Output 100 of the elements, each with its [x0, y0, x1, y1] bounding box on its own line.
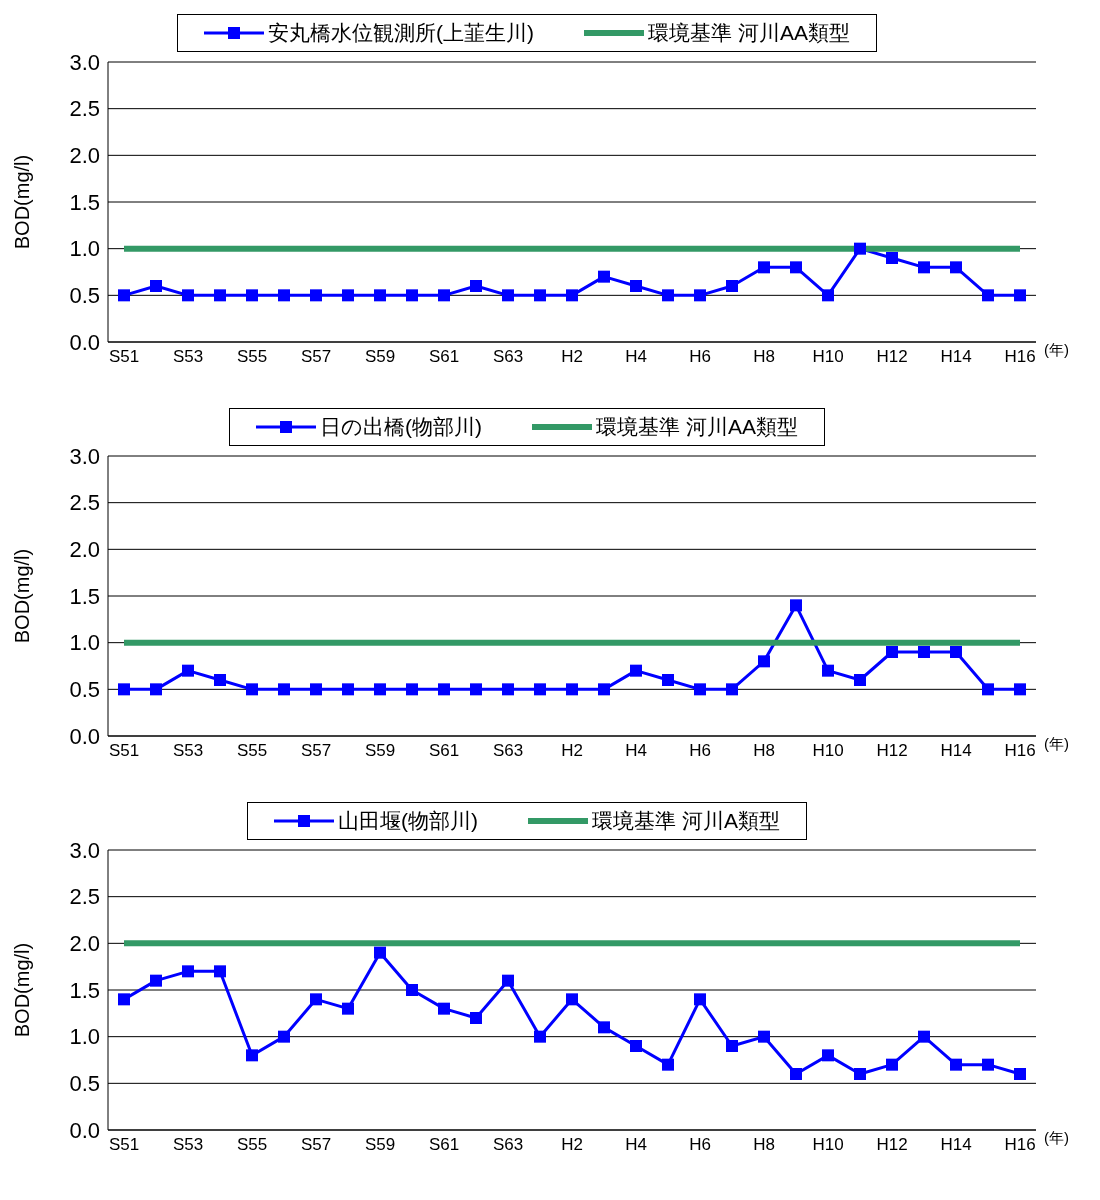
point: [470, 683, 482, 696]
point: [278, 683, 290, 696]
point: [438, 289, 450, 302]
point: [758, 1030, 770, 1043]
point: [374, 946, 386, 959]
x-tick-label: S57: [300, 347, 332, 367]
point: [822, 664, 834, 677]
point: [630, 664, 642, 677]
point: [694, 289, 706, 302]
point: [598, 270, 610, 283]
x-tick-label: H6: [689, 1135, 711, 1155]
point: [758, 655, 770, 668]
point: [310, 993, 322, 1006]
y-tick-label: 2.0: [69, 931, 100, 957]
y-tick-label: 0.0: [69, 1117, 100, 1143]
point: [982, 683, 994, 696]
point: [406, 984, 418, 996]
point: [502, 974, 514, 987]
point: [822, 1049, 834, 1062]
x-tick-label: H12: [876, 741, 908, 761]
legend-label: 環境基準 河川AA類型: [596, 414, 798, 440]
x-tick-label: S57: [300, 741, 332, 761]
point: [278, 289, 290, 302]
x-tick-label: S63: [492, 741, 524, 761]
point: [470, 1012, 482, 1024]
point: [406, 289, 418, 302]
point: [598, 683, 610, 696]
x-tick-label: H8: [753, 347, 775, 367]
x-tick-label: H6: [689, 347, 711, 367]
point: [950, 646, 962, 658]
point: [886, 252, 898, 264]
point: [214, 965, 226, 978]
point: [918, 261, 930, 274]
point: [822, 289, 834, 302]
x-tick-label: S61: [428, 741, 460, 761]
y-tick-label: 2.5: [69, 490, 100, 516]
point: [950, 1058, 962, 1071]
point: [502, 683, 514, 696]
x-tick-label: S57: [300, 1135, 332, 1155]
point: [662, 1058, 674, 1071]
point: [502, 289, 514, 302]
point: [246, 1049, 258, 1062]
point: [662, 289, 674, 302]
x-tick-label: H2: [561, 1135, 583, 1155]
x-tick-label: H12: [876, 1135, 908, 1155]
point: [694, 683, 706, 696]
point: [118, 289, 130, 302]
y-tick-label: 1.5: [69, 583, 100, 609]
x-tick-label: H2: [561, 741, 583, 761]
y-tick-label: 2.5: [69, 96, 100, 122]
point: [982, 1058, 994, 1071]
y-tick-label: 2.0: [69, 537, 100, 563]
point: [918, 646, 930, 658]
x-tick-label: H4: [625, 741, 647, 761]
y-tick-label: 1.5: [69, 189, 100, 215]
point: [854, 674, 866, 686]
point: [342, 289, 354, 302]
point: [150, 974, 162, 987]
x-axis-title: (年): [1044, 341, 1069, 359]
x-tick-label: S53: [172, 347, 204, 367]
point: [374, 683, 386, 696]
point: [726, 683, 738, 696]
point: [726, 280, 738, 292]
point: [534, 289, 546, 302]
point: [758, 261, 770, 274]
point: [342, 683, 354, 696]
y-tick-label: 1.0: [69, 1024, 100, 1050]
x-tick-label: S55: [236, 741, 268, 761]
point: [310, 683, 322, 696]
point: [566, 683, 578, 696]
x-tick-label: H12: [876, 347, 908, 367]
x-tick-label: H10: [812, 741, 844, 761]
y-axis-title: BOD(mg/l): [11, 154, 34, 250]
x-tick-label: H16: [1004, 741, 1036, 761]
point: [854, 242, 866, 255]
x-tick-label: S61: [428, 347, 460, 367]
legend-label: 日の出橋(物部川): [320, 414, 483, 440]
point: [630, 280, 642, 292]
point: [598, 1021, 610, 1034]
y-tick-label: 0.0: [69, 329, 100, 355]
point: [470, 280, 482, 292]
x-tick-label: S63: [492, 347, 524, 367]
point: [790, 599, 802, 612]
point: [918, 1030, 930, 1043]
x-tick-label: H10: [812, 1135, 844, 1155]
point: [246, 683, 258, 696]
point: [1014, 289, 1026, 302]
point: [182, 289, 194, 302]
point: [246, 289, 258, 302]
point: [854, 1068, 866, 1080]
x-tick-label: S59: [364, 741, 396, 761]
legend-label: 環境基準 河川AA類型: [648, 20, 850, 46]
point: [694, 993, 706, 1006]
x-tick-label: S53: [172, 741, 204, 761]
legend-label: 山田堰(物部川): [338, 808, 479, 834]
point: [214, 289, 226, 302]
y-tick-label: 1.0: [69, 630, 100, 656]
point: [790, 261, 802, 274]
point: [886, 646, 898, 658]
point: [182, 965, 194, 978]
